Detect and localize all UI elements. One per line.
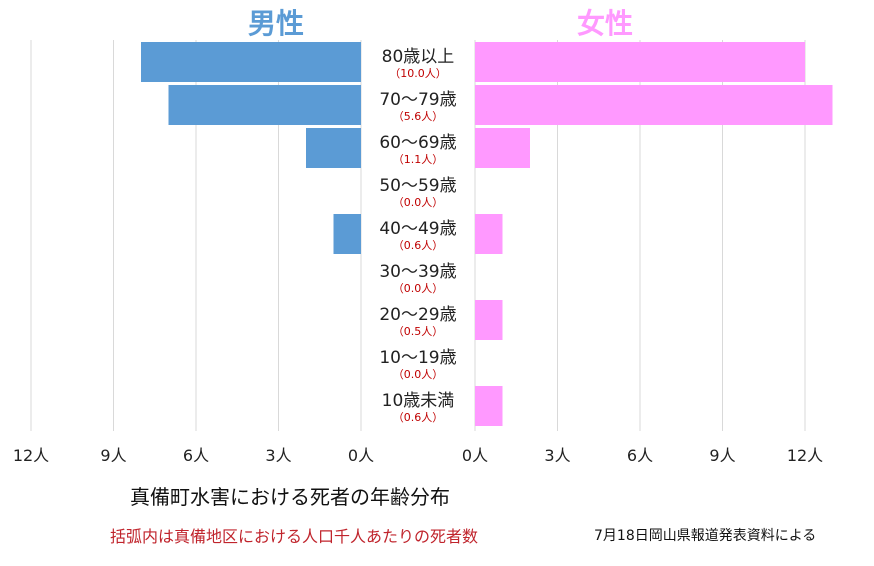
category-label: 50〜59歳 <box>379 176 456 196</box>
female-header: 女性 <box>577 7 634 40</box>
category-sublabel: （0.0人） <box>393 196 444 209</box>
category-sublabel: （0.6人） <box>393 411 444 424</box>
female-bar <box>475 300 503 340</box>
category-sublabel: （0.0人） <box>393 282 444 295</box>
category-label: 80歳以上 <box>382 47 455 67</box>
tick-label-male: 6人 <box>183 446 209 465</box>
chart-source: 7月18日岡山県報道発表資料による <box>594 528 817 544</box>
category-label: 70〜79歳 <box>379 90 456 110</box>
category-sublabel: （0.6人） <box>393 239 444 252</box>
category-sublabel: （1.1人） <box>393 153 444 166</box>
category-label: 60〜69歳 <box>379 133 456 153</box>
female-bar <box>475 42 805 82</box>
female-bar <box>475 386 503 426</box>
category-label: 40〜49歳 <box>379 219 456 239</box>
tick-label-female: 9人 <box>709 446 735 465</box>
category-sublabel: （5.6人） <box>393 110 444 123</box>
category-label: 10歳未満 <box>382 391 455 411</box>
chart-title: 真備町水害における死者の年齢分布 <box>130 485 450 509</box>
male-bar <box>168 85 361 125</box>
female-bar <box>475 85 833 125</box>
tick-label-female: 3人 <box>544 446 570 465</box>
tick-label-male: 9人 <box>100 446 126 465</box>
category-sublabel: （0.5人） <box>393 325 444 338</box>
male-bar <box>333 214 361 254</box>
male-bar <box>141 42 361 82</box>
category-label: 10〜19歳 <box>379 348 456 368</box>
category-label: 20〜29歳 <box>379 305 456 325</box>
tick-label-female: 6人 <box>627 446 653 465</box>
female-bar <box>475 128 530 168</box>
category-sublabel: （10.0人） <box>389 67 447 80</box>
tick-label-male: 12人 <box>13 446 49 465</box>
tick-label-male: 0人 <box>348 446 374 465</box>
category-label: 30〜39歳 <box>379 262 456 282</box>
tick-label-female: 0人 <box>462 446 488 465</box>
category-sublabel: （0.0人） <box>393 368 444 381</box>
female-bar <box>475 214 503 254</box>
chart-note: 括弧内は真備地区における人口千人あたりの死者数 <box>110 527 479 546</box>
tick-label-female: 12人 <box>787 446 823 465</box>
tick-label-male: 3人 <box>265 446 291 465</box>
male-header: 男性 <box>248 7 305 40</box>
male-bar <box>306 128 361 168</box>
